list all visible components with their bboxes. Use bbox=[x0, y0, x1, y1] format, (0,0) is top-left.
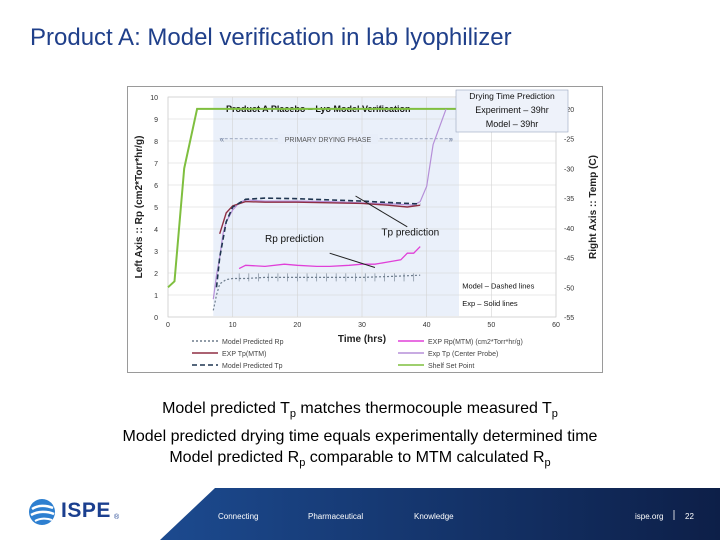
logo-text: ISPE bbox=[61, 499, 111, 522]
x-axis-label: Time (hrs) bbox=[338, 334, 386, 345]
callout-line-1: Drying Time Prediction bbox=[469, 91, 555, 101]
y-left-axis-label: Left Axis :: Rp (cm2*Torr*hr/g) bbox=[134, 136, 145, 279]
tp-prediction-label: Tp prediction bbox=[381, 228, 439, 239]
y-right-tick-label-1: -25 bbox=[564, 137, 574, 144]
chart-svg: 0 1 2 3 4 5 6 7 8 9 10 0 10 20 30 40 50 60 -20 -25 -30 -35 -40… bbox=[134, 89, 599, 370]
y-right-axis-label: Right Axis :: Temp (C) bbox=[588, 155, 599, 259]
y-left-tick-label-5: 5 bbox=[154, 205, 158, 212]
legend-label-model_tp: Model Predicted Tp bbox=[222, 363, 283, 370]
phase-arrow-right-icon: » bbox=[449, 135, 454, 144]
y-right-tick-label-4: -40 bbox=[564, 226, 574, 233]
series-exp-tp-probe bbox=[212, 108, 447, 300]
captions: Model predicted Tp matches thermocouple … bbox=[0, 398, 720, 475]
y-right-tick-label-2: -30 bbox=[564, 166, 574, 173]
series-exp-rp bbox=[238, 246, 421, 270]
phase-arrow-left-icon: « bbox=[220, 135, 225, 144]
rp-prediction-label: Rp prediction bbox=[265, 234, 324, 245]
tp-arrow bbox=[355, 195, 408, 228]
x-tick-label-6: 60 bbox=[552, 322, 560, 329]
ispe-logo-icon bbox=[29, 499, 55, 525]
x-tick-label-5: 50 bbox=[487, 322, 495, 329]
footer-word-connecting: Connecting bbox=[218, 512, 259, 521]
y-left-tick-label-2: 2 bbox=[154, 271, 158, 278]
callout-line-3: Model – 39hr bbox=[486, 119, 539, 129]
legend-label-model_rp: Model Predicted Rp bbox=[222, 339, 284, 346]
legend-label-exp_probe: Exp Tp (Center Probe) bbox=[428, 351, 498, 358]
slide-title: Product A: Model verification in lab lyo… bbox=[30, 24, 512, 51]
phase-label: PRIMARY DRYING PHASE bbox=[285, 137, 372, 144]
series-model-rp bbox=[212, 274, 421, 311]
footer-page-number: 22 bbox=[685, 512, 694, 521]
y-left-tick-label-6: 6 bbox=[154, 183, 158, 190]
x-tick-label-4: 40 bbox=[423, 322, 431, 329]
y-right-tick-label-0: -20 bbox=[564, 107, 574, 114]
footer-band bbox=[160, 488, 720, 540]
series-exp-tp-mtm bbox=[219, 200, 421, 235]
legend-label-exp_rp: EXP Rp(MTM) (cm2*Torr*hr/g) bbox=[428, 339, 523, 346]
y-left-tick-label-9: 9 bbox=[154, 117, 158, 124]
x-tick-label-2: 20 bbox=[293, 322, 301, 329]
y-right-tick-label-3: -35 bbox=[564, 196, 574, 203]
y-left-tick-label-1: 1 bbox=[154, 293, 158, 300]
callout-line-2: Experiment – 39hr bbox=[475, 105, 549, 115]
chart-frame: 0 1 2 3 4 5 6 7 8 9 10 0 10 20 30 40 50 60 -20 -25 -30 -35 -40… bbox=[127, 86, 603, 373]
y-right-tick-label-7: -55 bbox=[564, 315, 574, 322]
y-left-tick-label-7: 7 bbox=[154, 161, 158, 168]
logo-mark: ® bbox=[114, 514, 120, 521]
footer-site-link[interactable]: ispe.org bbox=[635, 512, 664, 521]
y-right-tick-label-6: -50 bbox=[564, 285, 574, 292]
y-left-tick-label-10: 10 bbox=[150, 95, 158, 102]
footer-word-pharmaceutical: Pharmaceutical bbox=[308, 512, 364, 521]
rp-arrow bbox=[329, 252, 376, 268]
y-left-tick-label-4: 4 bbox=[154, 227, 158, 234]
series-shelf-set-point bbox=[167, 107, 556, 289]
caption-line-3: Model predicted Rp comparable to MTM cal… bbox=[169, 449, 551, 470]
x-tick-label-3: 30 bbox=[358, 322, 366, 329]
y-right-tick-label-5: -45 bbox=[564, 256, 574, 263]
y-left-tick-label-3: 3 bbox=[154, 249, 158, 256]
legend-label-exp_tp: EXP Tp(MTM) bbox=[222, 351, 266, 358]
caption-line-2: Model predicted drying time equals exper… bbox=[122, 427, 598, 445]
caption-line-1: Model predicted Tp matches thermocouple … bbox=[162, 400, 558, 421]
footer-word-knowledge: Knowledge bbox=[414, 512, 454, 521]
legend-note-model: Model – Dashed lines bbox=[462, 281, 534, 290]
legend-note-exp: Exp – Solid lines bbox=[462, 299, 518, 308]
y-left-tick-label-8: 8 bbox=[154, 139, 158, 146]
callout-box bbox=[455, 89, 569, 133]
legend-label-shelf: Shelf Set Point bbox=[428, 363, 474, 370]
y-left-tick-label-0: 0 bbox=[154, 315, 158, 322]
x-tick-label-1: 10 bbox=[229, 322, 237, 329]
x-tick-label-0: 0 bbox=[166, 322, 170, 329]
series-model-tp bbox=[215, 197, 421, 288]
phase-label-bg bbox=[277, 133, 378, 144]
